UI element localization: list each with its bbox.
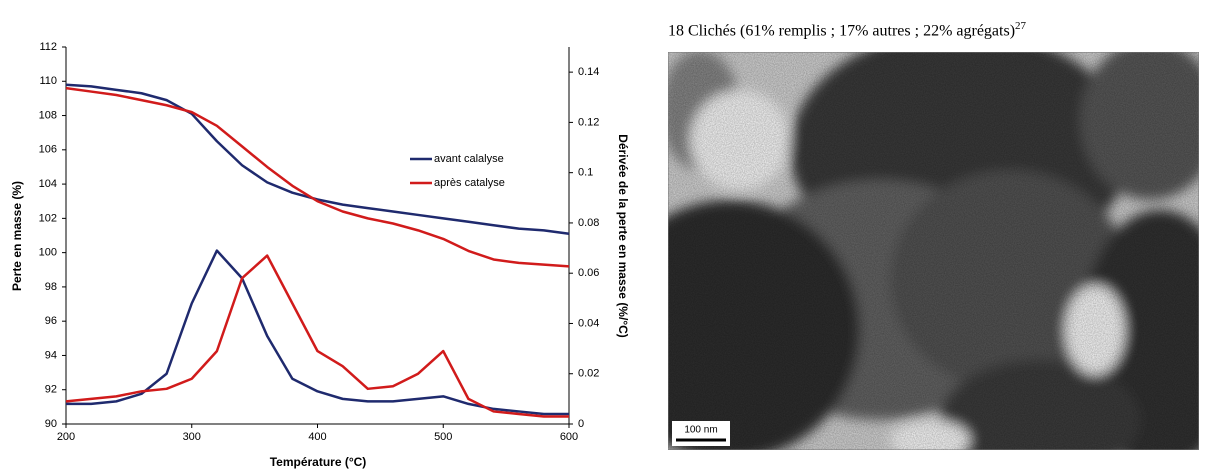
x-axis-title: Température (°C): [270, 455, 367, 469]
x-tick-label: 200: [57, 431, 75, 443]
y2-tick-label: 0.08: [578, 217, 599, 229]
y-axis-title: Perte en masse (%): [10, 181, 24, 291]
y-tick-label: 112: [39, 41, 57, 53]
y2-axis-title: Dérivée de la perte en masse (%/°C): [616, 134, 630, 338]
tem-image: 100 nm: [668, 52, 1199, 450]
y-tick-label: 100: [39, 247, 57, 259]
x-tick-label: 600: [560, 431, 578, 443]
y2-tick-label: 0.06: [578, 267, 599, 279]
line: [66, 249, 569, 416]
y-tick-label: 110: [39, 75, 57, 87]
caption-reference: 27: [1015, 20, 1027, 32]
y-tick-label: 104: [39, 178, 57, 190]
y-tick-label: 90: [45, 418, 57, 430]
y-tick-label: 94: [45, 349, 57, 361]
legend-label: après catalyse: [434, 177, 505, 189]
y-tick-label: 106: [39, 144, 57, 156]
line: [65, 86, 570, 268]
x-tick-label: 400: [308, 431, 326, 443]
scale-bar-label: 100 nm: [684, 425, 717, 436]
y-tick-label: 96: [45, 315, 57, 327]
y2-tick-label: 0.1: [578, 167, 593, 179]
y-tick-label: 92: [45, 384, 57, 396]
y2-tick-label: 0.02: [578, 368, 599, 380]
y2-tick-label: 0: [578, 418, 584, 430]
y-tick-label: 98: [45, 281, 57, 293]
y2-tick-label: 0.04: [578, 317, 599, 329]
y2-tick-label: 0.14: [578, 66, 599, 78]
y-tick-label: 102: [39, 212, 57, 224]
y-tick-label: 108: [39, 109, 57, 121]
legend-label: avant calalyse: [434, 153, 504, 165]
micrograph-caption: 18 Clichés (61% remplis ; 17% autres ; 2…: [668, 20, 1026, 40]
y2-tick-label: 0.12: [578, 116, 599, 128]
x-tick-label: 500: [434, 431, 452, 443]
line: [65, 83, 570, 236]
x-tick-label: 300: [183, 431, 201, 443]
line: [65, 254, 569, 418]
caption-text: 18 Clichés (61% remplis ; 17% autres ; 2…: [668, 22, 1016, 40]
